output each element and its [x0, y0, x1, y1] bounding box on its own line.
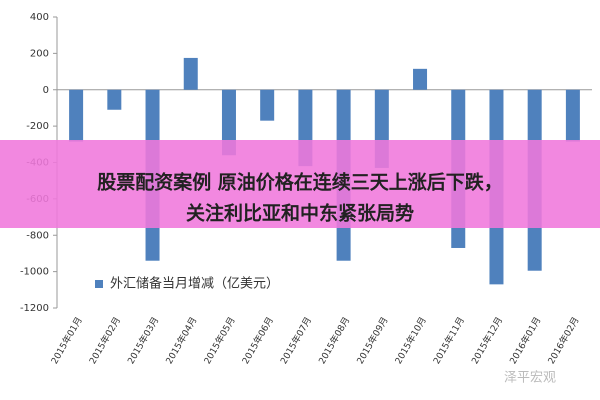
y-tick-label: -1200 [20, 303, 49, 314]
legend-label: 外汇储备当月增减（亿美元） [110, 276, 279, 292]
banner-line: 关注利比亚和中东紧张局势 [186, 202, 414, 225]
watermark: 泽平宏观 [504, 371, 556, 386]
y-tick-label: 200 [30, 48, 49, 59]
y-tick-label: -200 [26, 121, 49, 132]
banner-line: 股票配资案例 原油价格在连续三天上涨后下跌， [97, 171, 503, 194]
legend-swatch [95, 280, 103, 288]
banner [0, 140, 600, 228]
bar [413, 68, 428, 90]
y-tick-label: 0 [43, 85, 49, 96]
y-tick-label: -1000 [20, 267, 49, 278]
bar [260, 89, 275, 121]
y-tick-label: -800 [26, 230, 49, 241]
bar [69, 89, 84, 142]
bar [107, 89, 122, 110]
y-tick-label: 400 [30, 12, 49, 23]
bar [565, 89, 580, 142]
bar [221, 89, 236, 156]
bar [183, 57, 198, 90]
